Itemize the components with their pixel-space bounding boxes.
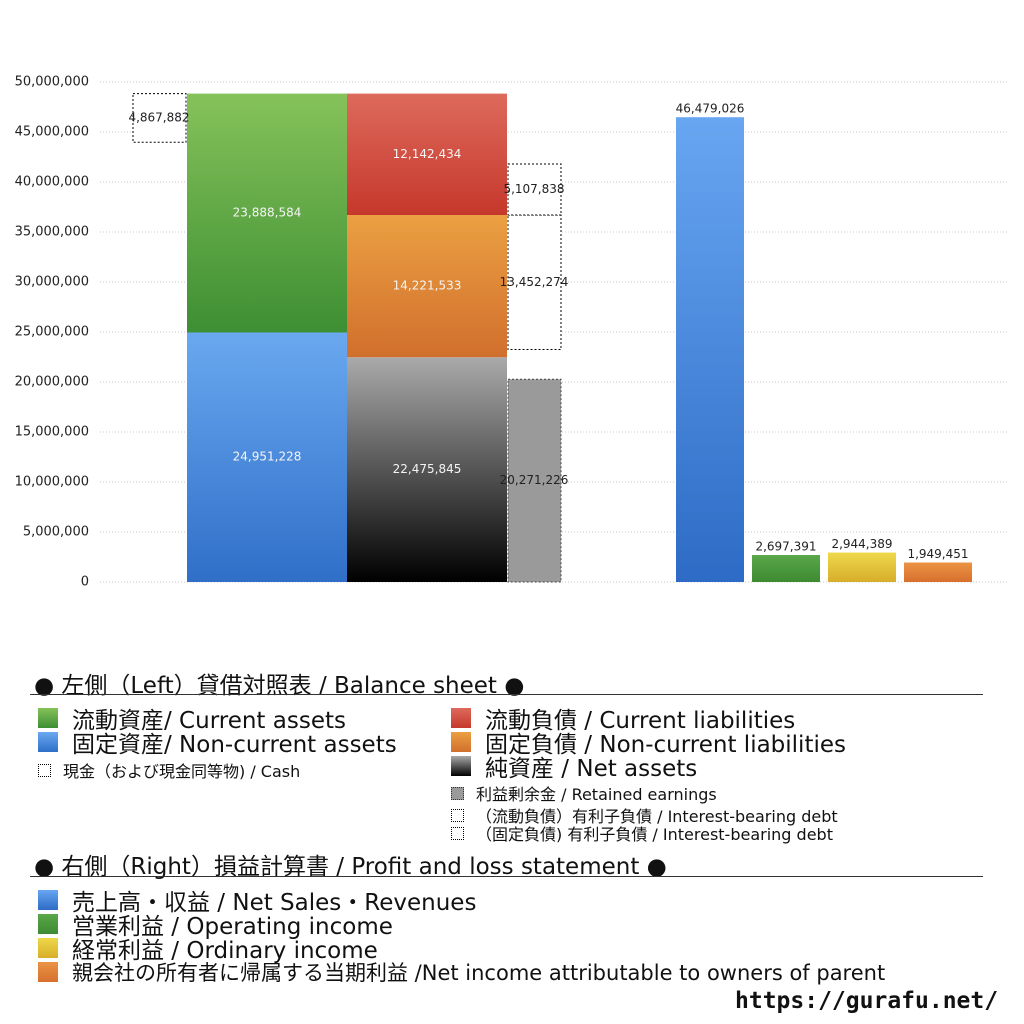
- legend-label-operating-income: 営業利益 / Operating income: [72, 914, 393, 940]
- legend-swatch-retained-earnings: [451, 786, 464, 800]
- legend-label-current-liabilities: 流動負債 / Current liabilities: [485, 708, 796, 734]
- legend-label-current-assets: 流動資産/ Current assets: [72, 708, 346, 734]
- data-label: 14,221,533: [393, 279, 462, 293]
- legend-pl-title: ● 右側（Right）損益計算書 / Profit and loss state…: [34, 854, 667, 880]
- data-label: 2,944,389: [831, 537, 892, 551]
- y-tick-label: 25,000,000: [15, 325, 89, 340]
- legend-swatch-noncurrent-interest-debt: [451, 826, 464, 840]
- legend-swatch-operating-income: [38, 914, 58, 934]
- data-label: 24,951,228: [233, 450, 302, 464]
- legend-item-cash: 現金（および現金同等物) / Cash: [38, 761, 301, 781]
- legend-swatch-cash: [38, 763, 51, 777]
- legend-label-noncurrent-interest-debt: （固定負債) 有利子負債 / Interest-bearing debt: [476, 825, 833, 844]
- y-tick-label: 45,000,000: [15, 125, 89, 140]
- data-label: 1,949,451: [907, 547, 968, 561]
- y-tick-label: 50,000,000: [15, 75, 89, 90]
- legend-item-current-assets: 流動資産/ Current assets: [38, 706, 346, 734]
- data-label: 22,475,845: [393, 462, 462, 476]
- legend-swatch-current-assets: [38, 708, 58, 728]
- legend-item-net-sales: 売上高・収益 / Net Sales・Revenues: [38, 888, 476, 916]
- legend-item-operating-income: 営業利益 / Operating income: [38, 912, 393, 940]
- bar-noncurrent-interest-debt: [507, 214, 562, 351]
- bar-cash: [132, 93, 187, 143]
- bar-liability: [347, 215, 507, 358]
- data-label: 20,271,226: [500, 473, 569, 487]
- legend-divider: [30, 694, 983, 695]
- bar-liability: [347, 357, 507, 582]
- legend-item-noncurrent-liabilities: 固定負債 / Non-current liabilities: [451, 730, 846, 758]
- legend-swatch-current-liabilities: [451, 708, 471, 728]
- legend-item-noncurrent-assets: 固定資産/ Non-current assets: [38, 730, 397, 758]
- y-tick-label: 5,000,000: [23, 525, 89, 540]
- legend-swatch-net-assets: [451, 756, 471, 776]
- legend-label-net-income: 親会社の所有者に帰属する当期利益 /Net income attributabl…: [72, 961, 886, 985]
- legend-swatch-noncurrent-liabilities: [451, 732, 471, 752]
- legend-divider: [30, 876, 983, 877]
- source-url[interactable]: https://gurafu.net/: [735, 988, 999, 1014]
- legend-label-current-interest-debt: （流動負債）有利子負債 / Interest-bearing debt: [476, 807, 838, 826]
- balance-and-pl-chart: 0 5,000,000 10,000,000 15,000,000 20,000,000…: [15, 75, 1008, 590]
- legend-item-noncurrent-interest-debt: （固定負債) 有利子負債 / Interest-bearing debt: [451, 824, 833, 844]
- legend-label-ordinary-income: 経常利益 / Ordinary income: [72, 938, 378, 964]
- legend-item-retained-earnings: 利益剰余金 / Retained earnings: [451, 784, 717, 804]
- y-tick-label: 40,000,000: [15, 175, 89, 190]
- y-tick-label: 20,000,000: [15, 375, 89, 390]
- y-tick-label: 10,000,000: [15, 475, 89, 490]
- legend-label-net-assets: 純資産 / Net assets: [485, 756, 698, 782]
- legend-label-retained-earnings: 利益剰余金 / Retained earnings: [476, 785, 717, 804]
- legend-swatch-net-income: [38, 962, 58, 982]
- bar-current-interest-debt: [507, 163, 562, 216]
- bar-retained-earnings: [507, 378, 562, 583]
- legend-item-net-income: 親会社の所有者に帰属する当期利益 /Net income attributabl…: [38, 960, 886, 985]
- bar-pl: [828, 552, 896, 582]
- legend-swatch-net-sales: [38, 890, 58, 910]
- legend-item-ordinary-income: 経常利益 / Ordinary income: [38, 936, 378, 964]
- y-tick-label: 30,000,000: [15, 275, 89, 290]
- bar-liability: [347, 93, 507, 216]
- legend-swatch-ordinary-income: [38, 938, 58, 958]
- y-tick-label: 35,000,000: [15, 225, 89, 240]
- y-tick-label: 0: [81, 575, 89, 590]
- data-label: 13,452,274: [500, 275, 569, 289]
- bar-pl: [676, 117, 744, 582]
- y-tick-label: 15,000,000: [15, 425, 89, 440]
- bar-asset: [187, 332, 347, 582]
- bar-asset: [187, 93, 347, 333]
- data-label: 46,479,026: [676, 102, 745, 116]
- legend-label-cash: 現金（および現金同等物) / Cash: [63, 762, 301, 781]
- bar-pl: [752, 555, 820, 582]
- data-label: 23,888,584: [233, 206, 302, 220]
- legend-label-noncurrent-assets: 固定資産/ Non-current assets: [72, 732, 397, 758]
- legend-label-noncurrent-liabilities: 固定負債 / Non-current liabilities: [485, 732, 846, 758]
- data-label: 4,867,882: [128, 110, 189, 124]
- data-label: 12,142,434: [393, 147, 462, 161]
- data-label: 2,697,391: [755, 540, 816, 554]
- bar-pl: [904, 562, 972, 582]
- legend-swatch-current-interest-debt: [451, 808, 464, 822]
- legend-item-current-interest-debt: （流動負債）有利子負債 / Interest-bearing debt: [451, 806, 838, 826]
- legend-item-current-liabilities: 流動負債 / Current liabilities: [451, 706, 795, 734]
- data-label: 5,107,838: [503, 182, 564, 196]
- legend-item-net-assets: 純資産 / Net assets: [451, 754, 697, 782]
- legend-swatch-noncurrent-assets: [38, 732, 58, 752]
- legend-label-net-sales: 売上高・収益 / Net Sales・Revenues: [72, 890, 477, 916]
